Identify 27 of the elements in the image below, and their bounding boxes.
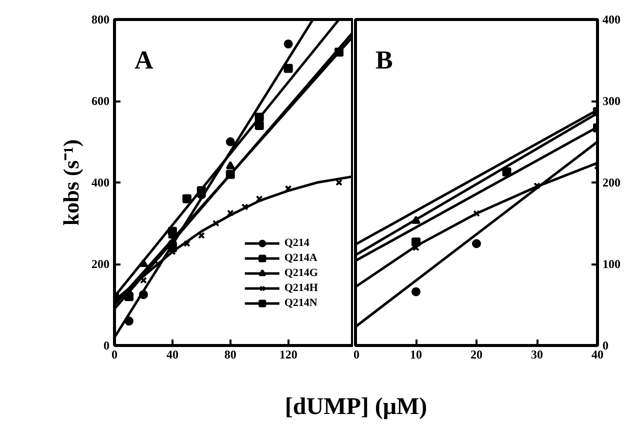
legend-label: Q214H — [284, 281, 318, 295]
y-tick-label: 100 — [602, 257, 620, 271]
annotation: B — [376, 46, 393, 74]
x-tick-label: 40 — [166, 348, 178, 362]
x-tick-label: 120 — [279, 348, 298, 362]
legend-label: Q214N — [284, 296, 318, 310]
y-tick-label: 200 — [92, 257, 110, 271]
y-tick-label: 0 — [104, 338, 110, 352]
x-tick-label: 80 — [224, 348, 236, 362]
x-tick-label: 30 — [531, 348, 543, 362]
x-tick-label: 0 — [354, 348, 360, 362]
legend-label: Q214 — [284, 236, 310, 250]
y-tick-label: 400 — [602, 12, 620, 26]
legend-label: Q214G — [284, 266, 318, 280]
y-axis-title: kobs (s⁻¹) — [58, 139, 84, 226]
y-tick-label: 300 — [602, 94, 620, 108]
x-tick-label: 10 — [410, 348, 422, 362]
x-axis-title: [dUMP] (μM) — [284, 393, 428, 422]
y-tick-label: 600 — [92, 94, 110, 108]
y-tick-label: 800 — [92, 12, 110, 26]
y-tick-label: 0 — [602, 338, 608, 352]
y-tick-label: 200 — [602, 176, 620, 190]
legend-label: Q214A — [284, 251, 318, 265]
y-tick-label: 400 — [92, 176, 110, 190]
x-tick-label: 20 — [470, 348, 482, 362]
x-tick-label: 40 — [592, 348, 604, 362]
annotation: A — [134, 46, 154, 74]
